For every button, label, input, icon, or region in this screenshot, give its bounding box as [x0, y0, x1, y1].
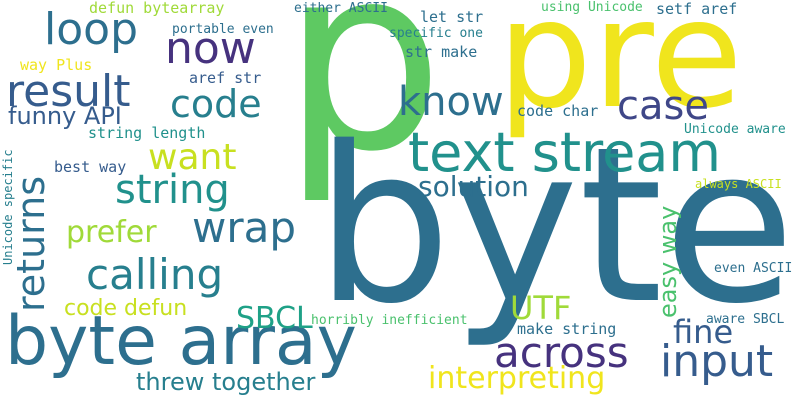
word-let-str: let str — [420, 8, 484, 26]
word-code-char: code char — [517, 102, 599, 120]
word-fine: fine — [673, 313, 734, 351]
word-horribly-inefficient: horribly inefficient — [311, 313, 468, 328]
word-across: across — [494, 328, 629, 377]
word-string: string — [115, 167, 230, 213]
word-sbcl: SBCL — [236, 301, 313, 336]
word-string-length: string length — [88, 124, 206, 142]
word-code: code — [170, 82, 262, 126]
word-calling: calling — [86, 250, 224, 299]
word-text-stream: text stream — [408, 121, 721, 184]
word-aware-sbcl: aware SBCL — [706, 312, 785, 327]
word-utf: UTF — [510, 289, 572, 327]
word-portable-even: portable even — [172, 22, 274, 37]
word-threw-together: threw together — [136, 368, 316, 396]
word-best-way: best way — [54, 158, 127, 176]
word-loop: loop — [44, 4, 138, 55]
word-either-ascii: either ASCII — [294, 1, 388, 16]
word-code-defun: code defun — [64, 296, 188, 321]
word-solution: solution — [418, 170, 529, 203]
word-pre: pre — [497, 0, 743, 142]
word-p: p — [282, 0, 444, 208]
word-unicode-specific: Unicode specific — [1, 149, 15, 265]
word-result: result — [6, 66, 131, 117]
word-want: want — [148, 137, 237, 178]
word-easy-way: easy way — [654, 205, 682, 318]
word-wrap: wrap — [192, 203, 297, 252]
word-returns: returns — [9, 176, 53, 312]
word-make-string: make string — [517, 320, 617, 338]
word-interpreting: interpreting — [428, 361, 606, 396]
word-str-make: str make — [405, 43, 478, 61]
word-even-ascii: even ASCII — [714, 261, 793, 276]
word-input: input — [660, 336, 774, 387]
word-specific-one: specific one — [389, 26, 483, 41]
word-know: know — [398, 79, 504, 125]
word-defun-bytearray: defun bytearray — [89, 0, 225, 17]
word-always-ascii: always ASCII — [695, 177, 782, 191]
word-prefer: prefer — [66, 215, 157, 250]
word-now: now — [165, 23, 256, 74]
word-way-plus: way Plus — [20, 56, 93, 74]
word-aref-str: aref str — [189, 69, 262, 87]
word-case: case — [617, 83, 709, 129]
word-funny-api: funny API — [8, 102, 122, 130]
word-byte-array: byte array — [5, 302, 357, 381]
word-unicode-aware: Unicode aware — [684, 122, 786, 137]
word-byte: byte — [315, 100, 796, 351]
word-setf-aref: setf aref — [656, 0, 738, 18]
word-using-unicode: using Unicode — [541, 0, 643, 15]
